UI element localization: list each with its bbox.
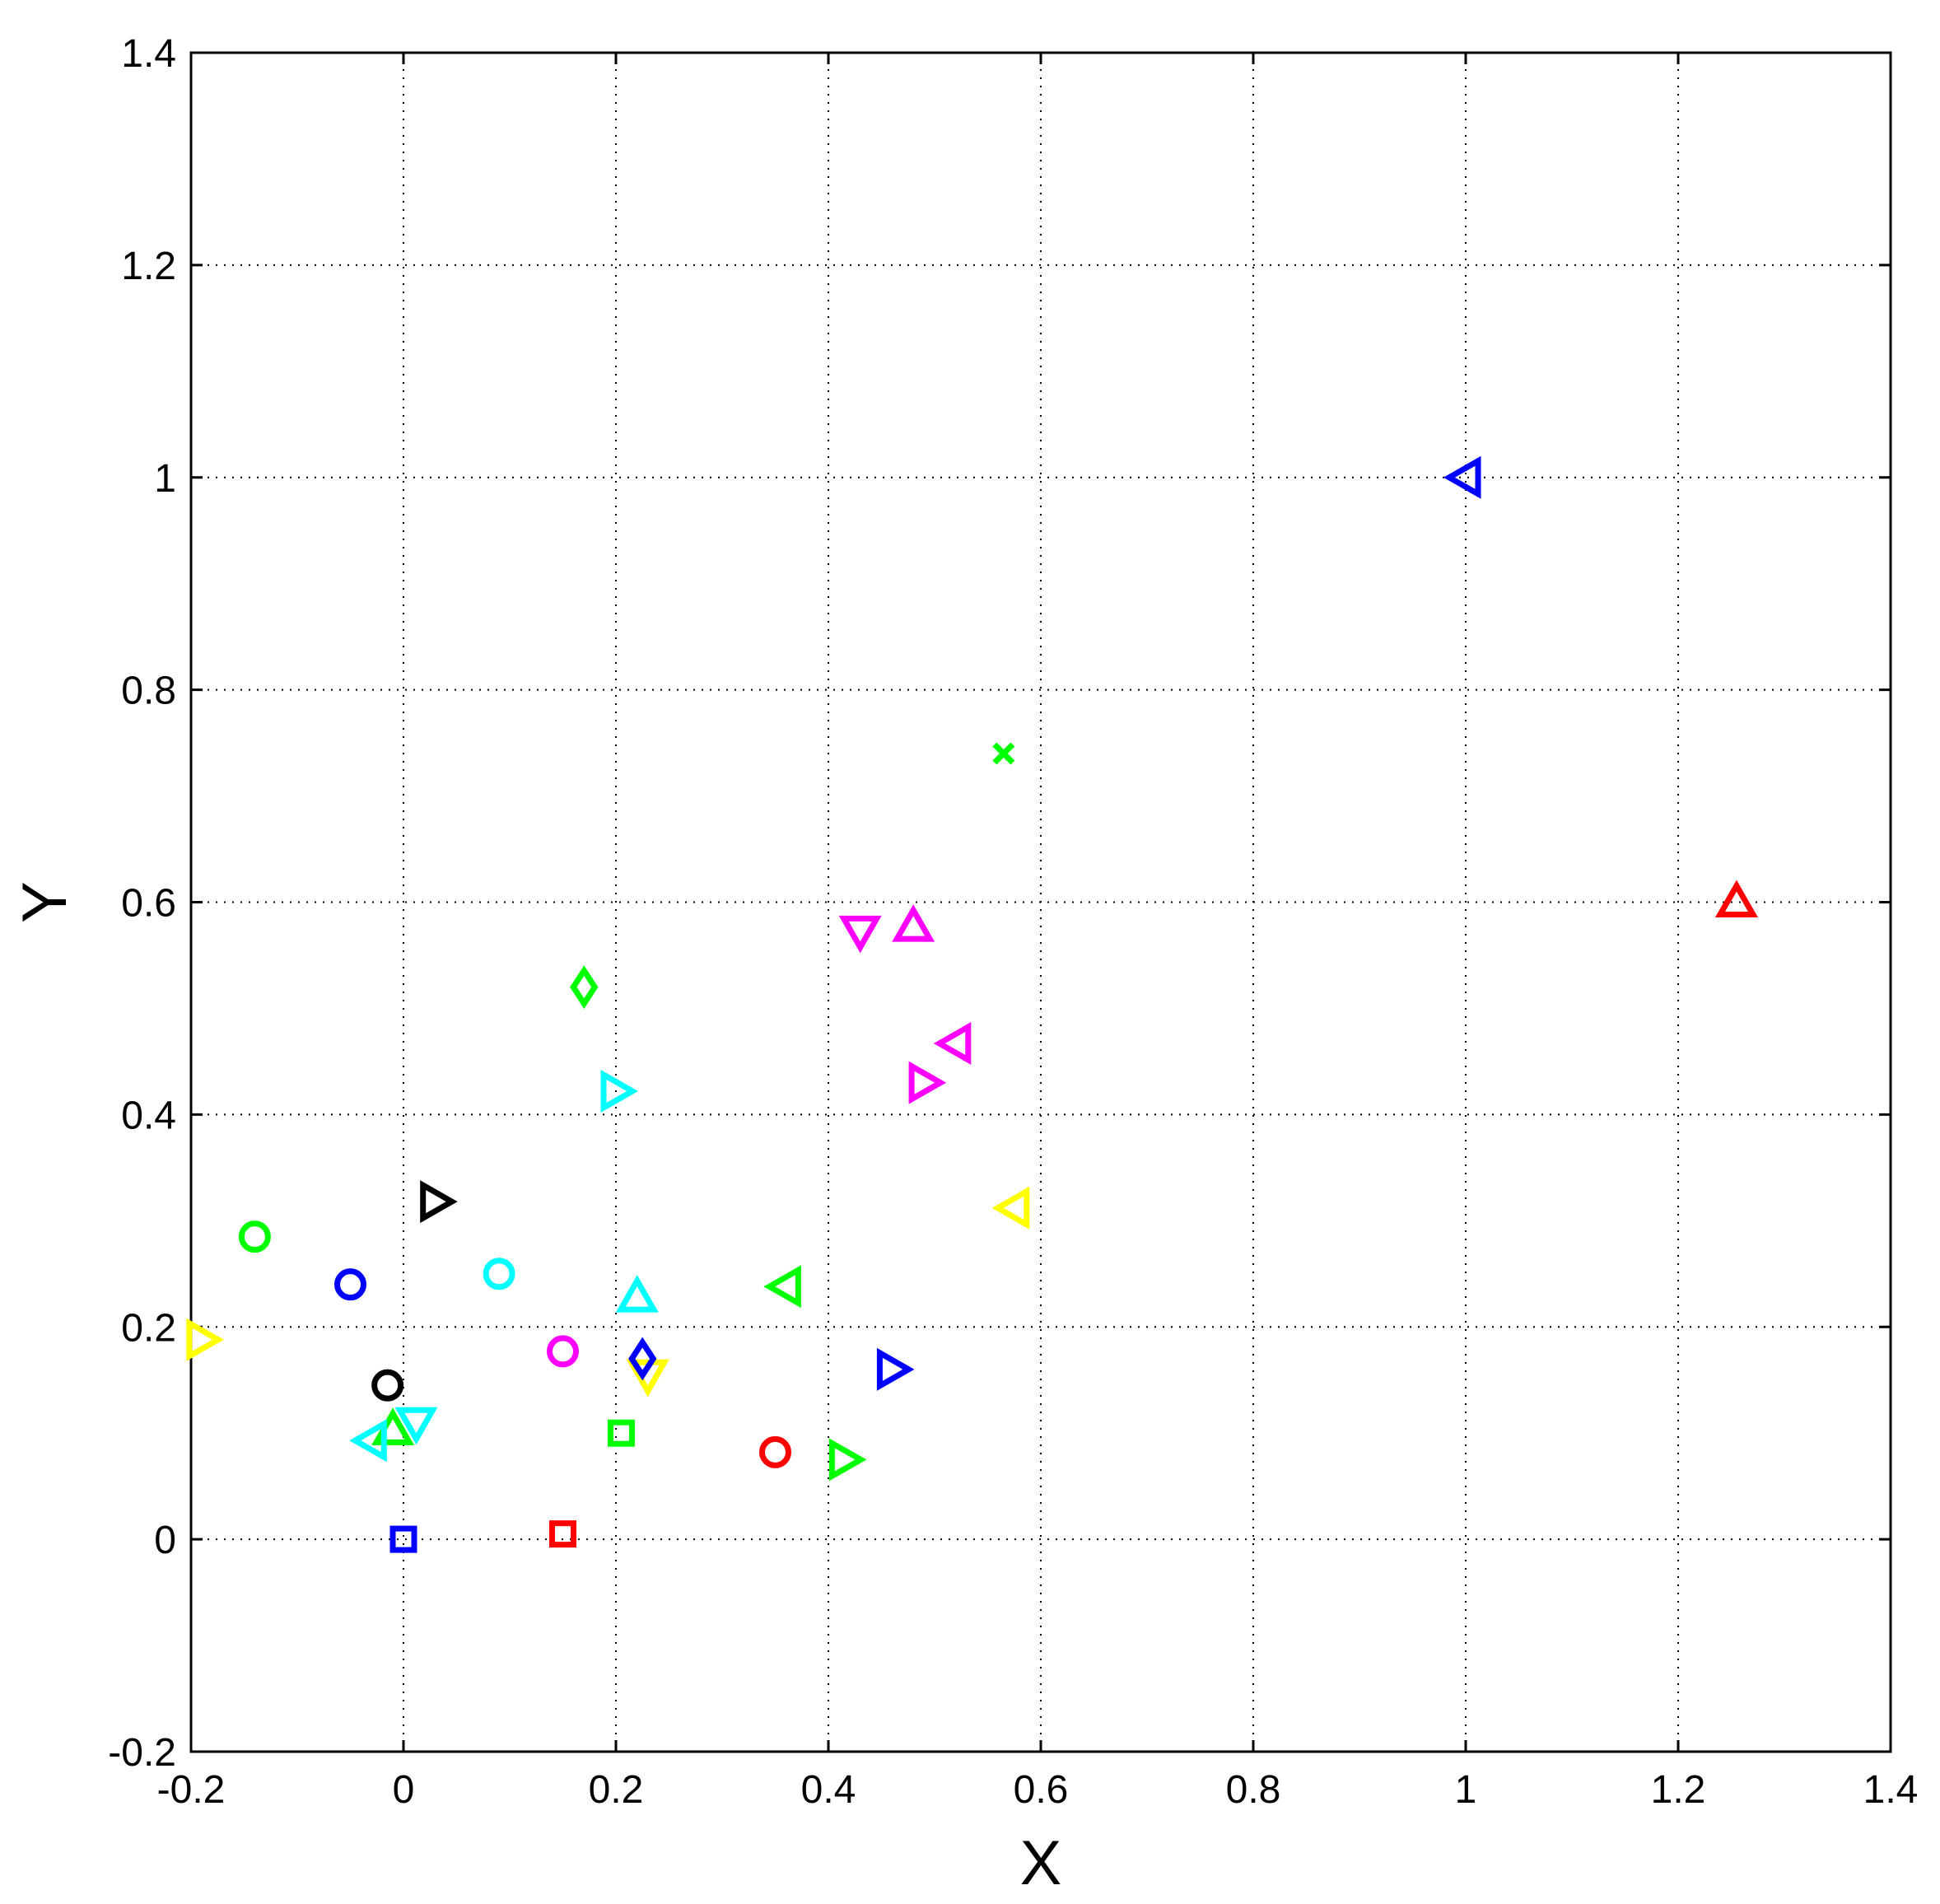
x-tick-labels: -0.2 0 0.2 0.4 0.6 0.8 1 1.2 1.4	[157, 1768, 1919, 1812]
x-tick-label: 0.2	[589, 1768, 644, 1812]
data-point-square	[607, 1419, 635, 1447]
data-point-triangle-right	[186, 1318, 224, 1361]
data-point-triangle-left	[1443, 455, 1481, 499]
data-point-triangle-up	[615, 1275, 659, 1313]
x-tick-label: -0.2	[157, 1768, 226, 1812]
data-point-triangle-left	[349, 1419, 387, 1463]
y-tick-label: 0	[154, 1519, 176, 1562]
data-point-circle	[483, 1258, 515, 1290]
y-tick-label: 1.4	[121, 32, 176, 76]
data-point-x	[992, 742, 1015, 765]
data-point-triangle-up	[892, 904, 935, 942]
x-tick-label: 1.4	[1863, 1768, 1919, 1812]
data-point-triangle-right	[828, 1438, 867, 1482]
x-tick-label: 0.8	[1226, 1768, 1281, 1812]
data-point-circle	[759, 1435, 791, 1468]
x-tick-label: 1.2	[1651, 1768, 1706, 1812]
data-point-triangle-right	[876, 1347, 915, 1391]
y-tick-label: 1.2	[121, 245, 176, 288]
data-point-diamond	[628, 1337, 657, 1381]
data-point-triangle-right	[908, 1061, 947, 1104]
y-tick-label: -0.2	[108, 1731, 176, 1775]
data-point-square	[389, 1525, 417, 1553]
y-tick-label: 0.6	[121, 882, 176, 926]
x-axis-title: X	[1020, 1828, 1062, 1898]
data-points	[186, 455, 1758, 1553]
x-tick-label: 0	[393, 1768, 415, 1812]
data-point-circle	[238, 1220, 271, 1253]
data-point-triangle-down	[394, 1407, 438, 1445]
data-point-triangle-left	[933, 1021, 972, 1066]
data-point-circle	[547, 1335, 579, 1368]
x-tick-label: 1	[1455, 1768, 1477, 1812]
data-point-triangle-left	[763, 1265, 801, 1309]
data-point-triangle-down	[838, 915, 882, 954]
y-tick-label: 0.4	[121, 1094, 176, 1137]
y-tick-label: 0.2	[121, 1306, 176, 1350]
x-tick-label: 0.6	[1014, 1768, 1069, 1812]
data-point-triangle-left	[991, 1186, 1030, 1230]
data-point-triangle-right	[600, 1069, 639, 1113]
data-point-triangle-up	[1714, 880, 1758, 917]
y-axis-title: Y	[10, 881, 80, 923]
y-tick-label: 0.8	[121, 670, 176, 713]
plot-frame	[189, 51, 1892, 1753]
x-tick-label: 0.4	[801, 1768, 856, 1812]
data-point-diamond	[570, 965, 599, 1010]
data-point-triangle-right	[420, 1180, 458, 1224]
grid	[191, 53, 1891, 1752]
y-tick-labels: -0.2 0 0.2 0.4 0.6 0.8 1 1.2 1.4	[108, 32, 176, 1775]
data-point-circle	[334, 1268, 366, 1301]
data-point-circle	[371, 1369, 404, 1402]
y-tick-label: 1	[154, 457, 176, 501]
data-point-square	[549, 1520, 576, 1548]
